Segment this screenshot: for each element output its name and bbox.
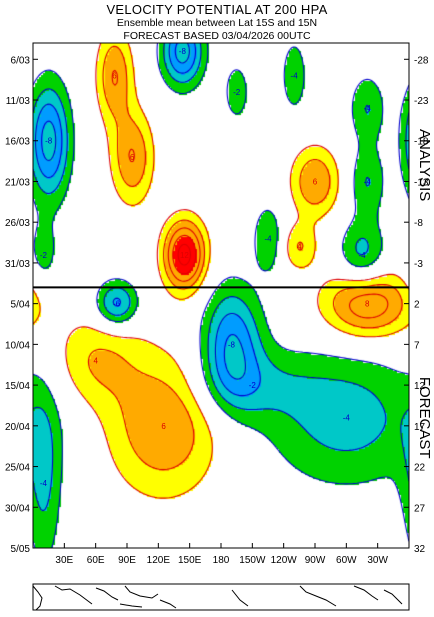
contour-label: -2 <box>233 88 241 97</box>
x-tick-label: 120E <box>147 555 171 566</box>
coastline <box>124 585 159 599</box>
right-tick-label: -28 <box>414 55 429 66</box>
x-tick-label: 60W <box>336 555 357 566</box>
contour-label: 6 <box>112 72 117 81</box>
contour-label: -4 <box>364 104 372 113</box>
coastline <box>299 585 337 607</box>
forecast-label: FORECAST <box>416 377 433 459</box>
y-tick-label: 31/03 <box>5 259 30 270</box>
coastline <box>95 587 119 601</box>
coastline <box>383 589 403 605</box>
contour-label: -4 <box>343 414 351 423</box>
contour-label: -4 <box>358 251 366 260</box>
y-tick-label: 25/04 <box>5 463 30 474</box>
y-tick-label: 26/03 <box>5 218 30 229</box>
contour-label: -8 <box>228 340 236 349</box>
contour-label: 4 <box>297 243 302 252</box>
y-tick-label: 5/05 <box>11 544 31 555</box>
x-tick-label: 180 <box>213 555 230 566</box>
contour-label: 6 <box>130 153 135 162</box>
coastline <box>231 589 249 607</box>
x-tick-label: 150E <box>178 555 202 566</box>
y-tick-label: 10/04 <box>5 340 30 351</box>
contour-label: -6 <box>113 300 121 309</box>
right-tick-label: -18 <box>414 137 429 148</box>
x-tick-label: 90E <box>118 555 136 566</box>
map-strip-frame <box>32 583 410 611</box>
y-tick-label: 21/03 <box>5 177 30 188</box>
y-tick-label: 30/04 <box>5 503 30 514</box>
chart-title: VELOCITY POTENTIAL AT 200 HPA <box>106 2 328 17</box>
contour-label: 8 <box>365 300 370 309</box>
right-tick-label: -23 <box>414 96 429 107</box>
right-tick-label: -13 <box>414 177 429 188</box>
right-tick-label: 7 <box>414 340 420 351</box>
right-tick-label: 22 <box>414 463 426 474</box>
contour-label: -4 <box>364 177 372 186</box>
coastline <box>119 603 143 608</box>
contour-label: 12 <box>180 251 189 260</box>
coastline <box>353 585 379 601</box>
right-tick-label: 17 <box>414 422 426 433</box>
right-tick-label: -8 <box>414 218 423 229</box>
coastline <box>32 585 43 611</box>
x-tick-label: 60E <box>87 555 105 566</box>
analysis-label: ANALYSIS <box>416 129 433 201</box>
x-tick-label: 30E <box>55 555 73 566</box>
x-tick-label: 30W <box>367 555 388 566</box>
y-tick-label: 6/03 <box>11 55 31 66</box>
forecast-basis: FORECAST BASED 03/04/2026 00UTC <box>123 30 311 42</box>
contour-label: 6 <box>313 177 318 186</box>
chart-subtitle: Ensemble mean between Lat 15S and 15N <box>116 17 318 29</box>
contour-label: -4 <box>291 72 299 81</box>
coastline <box>54 585 93 605</box>
right-tick-label: 12 <box>414 381 426 392</box>
x-tick-label: 120W <box>271 555 298 566</box>
contour-label: -8 <box>45 137 53 146</box>
contour-label: -8 <box>179 47 187 56</box>
contour-label: -4 <box>40 479 48 488</box>
y-tick-label: 11/03 <box>6 96 31 107</box>
contour-label: -2 <box>40 251 48 260</box>
contour-label: -4 <box>264 234 272 243</box>
contour-label: -2 <box>249 381 257 390</box>
contour-label: 6 <box>161 422 166 431</box>
y-tick-label: 15/04 <box>5 381 30 392</box>
x-tick-label: 90W <box>305 555 326 566</box>
contour-fill-field <box>33 43 409 548</box>
coastline <box>159 599 177 609</box>
right-tick-label: -3 <box>414 259 423 270</box>
y-tick-label: 16/03 <box>5 137 30 148</box>
y-tick-label: 20/04 <box>5 422 30 433</box>
right-tick-label: 27 <box>414 503 426 514</box>
x-tick-label: 150W <box>239 555 266 566</box>
contour-label: 4 <box>93 357 98 366</box>
right-tick-label: 32 <box>414 544 426 555</box>
right-tick-label: 2 <box>414 300 420 311</box>
y-tick-label: 5/04 <box>11 300 31 311</box>
